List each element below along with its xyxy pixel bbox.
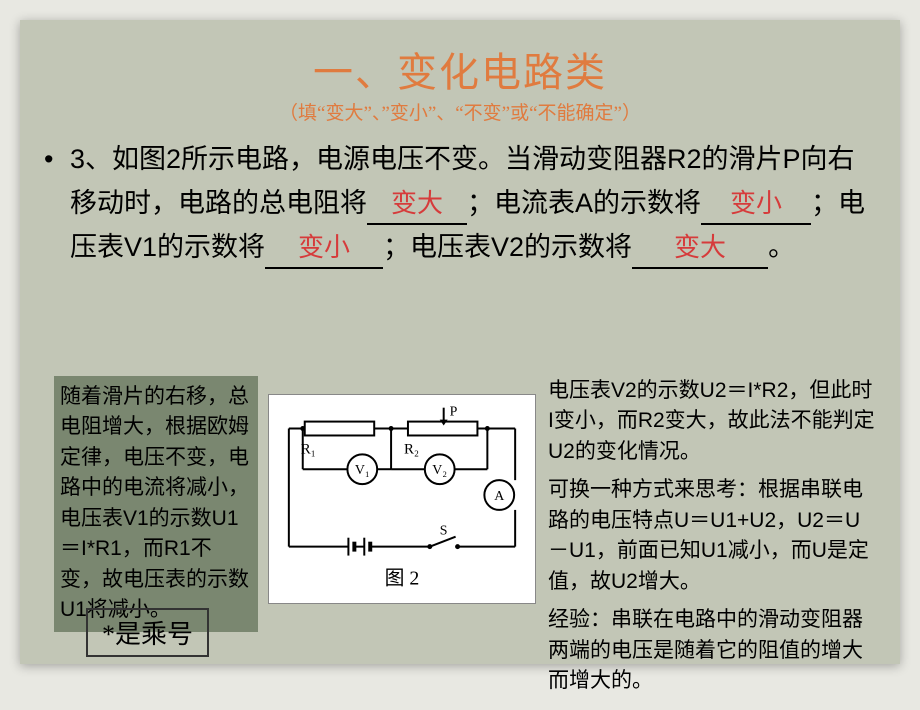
question-block: • 3、如图2所示电路，电源电压不变。当滑动变阻器R2的滑片P向右移动时，电路的… — [20, 125, 900, 269]
svg-text:R₂: R₂ — [404, 441, 419, 457]
svg-text:A: A — [494, 489, 504, 504]
blank-3: 变小 — [265, 225, 383, 269]
answer-3: 变小 — [298, 232, 350, 262]
blank-2: 变小 — [701, 181, 811, 225]
svg-text:V₂: V₂ — [432, 463, 447, 478]
bullet: • — [44, 139, 53, 181]
explain-left: 随着滑片的右移，总电阻增大，根据欧姆定律，电压不变，电路中的电流将减小，电压表V… — [54, 376, 258, 632]
svg-text:V₁: V₁ — [355, 463, 370, 478]
svg-text:图 2: 图 2 — [385, 567, 420, 589]
answer-1: 变大 — [391, 188, 443, 218]
explain-right: 电压表V2的示数U2＝I*R2，但此时I变小，而R2变大，故此法不能判定U2的变… — [548, 376, 878, 704]
slide-subtitle: （填“变大”、”变小”、“不变”或“不能确定”） — [20, 98, 900, 125]
answer-4: 变大 — [674, 232, 726, 262]
circuit-svg: PR₁R₂SV₁V₂A图 2 — [269, 399, 535, 599]
svg-text:S: S — [440, 524, 448, 539]
slide-title: 一、变化电路类 — [20, 40, 900, 98]
circuit-diagram: PR₁R₂SV₁V₂A图 2 — [268, 394, 536, 604]
slide: 一、变化电路类 （填“变大”、”变小”、“不变”或“不能确定”） • 3、如图2… — [20, 20, 900, 664]
explain-right-p3: 经验：串联在电路中的滑动变阻器两端的电压是随着它的阻值的增大而增大的。 — [548, 605, 878, 696]
explain-left-text: 随着滑片的右移，总电阻增大，根据欧姆定律，电压不变，电路中的电流将减小，电压表V… — [60, 385, 249, 621]
blank-4: 变大 — [632, 225, 768, 269]
explain-right-p2: 可换一种方式来思考：根据串联电路的电压特点U＝U1+U2，U2＝U－U1，前面已… — [548, 475, 878, 597]
q-seg4: ；电压表V2的示数将 — [383, 232, 632, 262]
note-box: *是乘号 — [86, 608, 209, 657]
note-text: *是乘号 — [102, 620, 193, 649]
svg-text:P: P — [450, 405, 458, 420]
blank-1: 变大 — [367, 181, 467, 225]
q-seg5: 。 — [768, 232, 795, 262]
q-seg2: ；电流表A的示数将 — [467, 188, 701, 218]
explain-right-p1: 电压表V2的示数U2＝I*R2，但此时I变小，而R2变大，故此法不能判定U2的变… — [548, 376, 878, 467]
answer-2: 变小 — [730, 188, 782, 218]
